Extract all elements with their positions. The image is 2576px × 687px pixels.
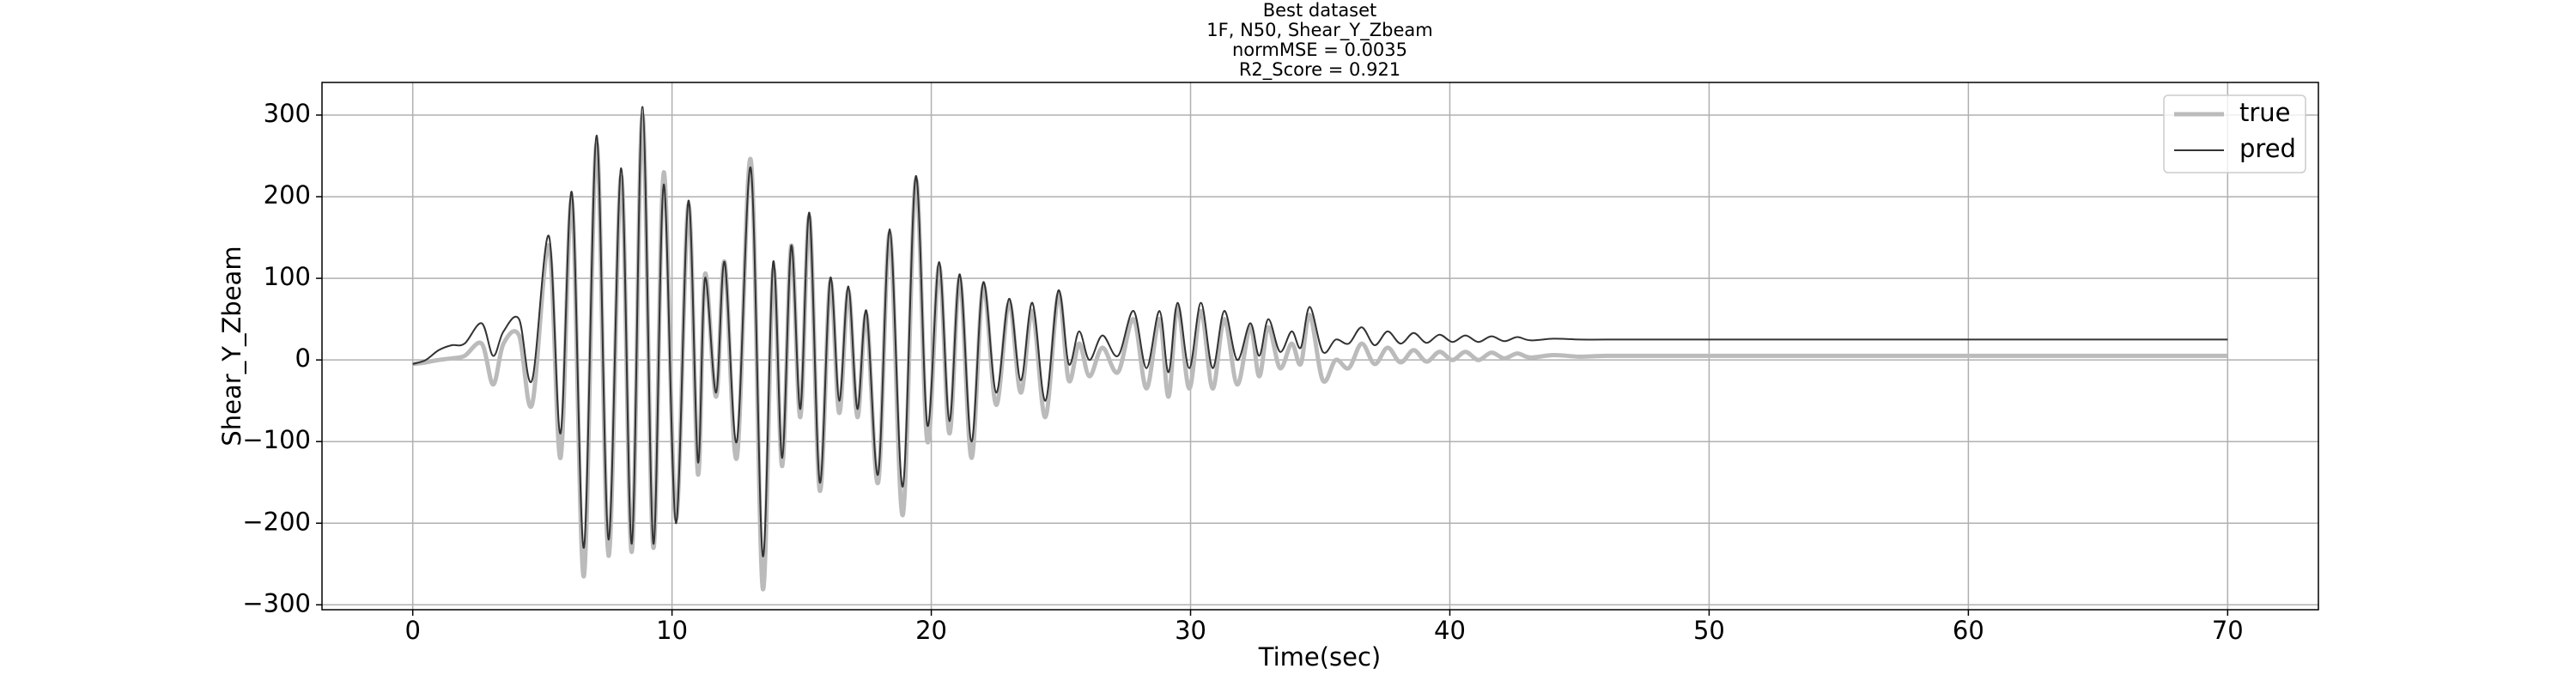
- line-series: [412, 106, 2228, 557]
- x-tick-label: 50: [1693, 616, 1725, 645]
- y-tick-label: 0: [295, 344, 311, 373]
- x-tick-label: 20: [915, 616, 947, 645]
- y-axis-label: Shear_Y_Zbeam: [217, 246, 246, 446]
- y-tick-label: −200: [242, 507, 311, 536]
- x-tick-label: 70: [2212, 616, 2244, 645]
- x-tick-label: 10: [656, 616, 688, 645]
- chart-title: normMSE = 0.0035: [1232, 40, 1407, 60]
- legend-label: pred: [2239, 134, 2296, 163]
- chart-title: R2_Score = 0.921: [1239, 59, 1400, 81]
- plot-frame: [321, 82, 2319, 611]
- x-tick-label: 0: [404, 616, 420, 645]
- legend-label: true: [2239, 98, 2291, 127]
- y-tick-label: 200: [264, 180, 311, 210]
- chart-title: Best dataset: [1263, 0, 1377, 21]
- y-tick-label: −300: [242, 588, 311, 617]
- x-tick-label: 60: [1953, 616, 1984, 645]
- y-tick-label: 300: [264, 99, 311, 128]
- x-tick-label: 40: [1434, 616, 1466, 645]
- chart-title: 1F, N50, Shear_Y_Zbeam: [1206, 20, 1432, 41]
- x-tick-label: 30: [1175, 616, 1206, 645]
- x-axis-label: Time(sec): [1258, 642, 1382, 672]
- y-tick-label: −100: [242, 425, 311, 454]
- y-tick-label: 100: [264, 262, 311, 291]
